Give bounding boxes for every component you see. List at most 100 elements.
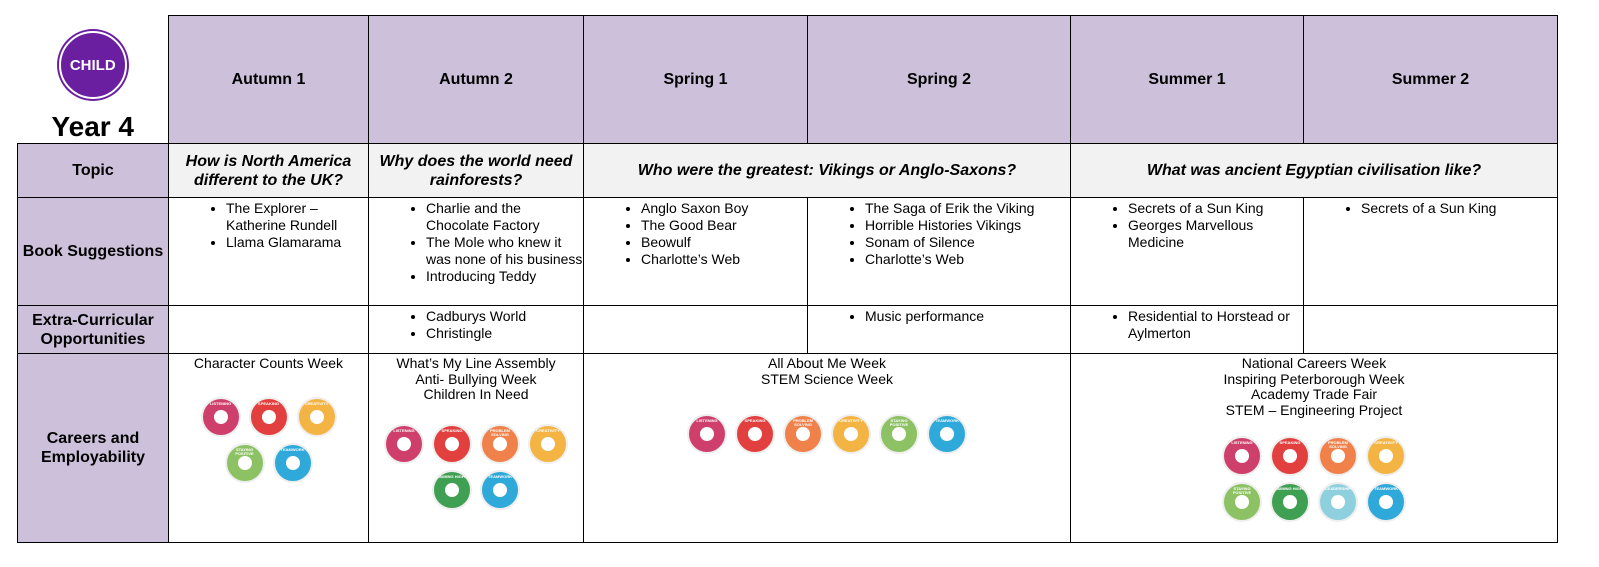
badge: SPEAKING [1270, 435, 1310, 476]
list-item: The Saga of Erik the Viking [865, 200, 1070, 217]
badge-icon [445, 437, 459, 452]
curriculum-table: CHILD Year 4 Autumn 1 Autumn 2 Spring 1 S… [17, 15, 1558, 543]
badge-label: CREATIVITY [304, 400, 329, 406]
books: Secrets of a Sun King [1303, 197, 1558, 306]
badge: PROBLEM SOLVING [783, 414, 823, 455]
list-item: Secrets of a Sun King [1361, 200, 1557, 217]
term: Spring 2 [807, 15, 1071, 144]
event: National Careers Week [1241, 355, 1387, 371]
extra: Music performance [807, 305, 1071, 354]
topic: How is North America different to the UK… [168, 143, 369, 198]
list-item: Charlotte’s Web [641, 251, 807, 268]
list-item: Charlotte’s Web [865, 251, 1070, 268]
badges: LISTENING SPEAKING PROBLEM SOLVING CREATIVI… [667, 411, 987, 457]
careers: National Careers Week Inspiring Peterboro… [1070, 353, 1558, 543]
badge-icon [748, 427, 762, 442]
badge: STAYING POSITIVE [224, 442, 265, 483]
badge-label: LISTENING [209, 400, 232, 406]
badge: STAYING POSITIVE [879, 414, 919, 455]
row-label: Topic [17, 143, 169, 198]
logo: CHILD [58, 31, 127, 99]
badge-icon [541, 437, 555, 452]
badge-label: SPEAKING [744, 418, 766, 424]
books: Secrets of a Sun KingGeorges Marvellous … [1070, 197, 1304, 306]
term: Autumn 2 [368, 15, 584, 144]
event: STEM – Engineering Project [1225, 402, 1403, 419]
badge-icon [237, 455, 252, 470]
careers: What’s My Line Assembly Anti- Bullying We… [368, 353, 584, 543]
career-group: Character Counts Week LISTENING SPEAKING CR… [169, 355, 368, 486]
list: Secrets of a Sun King [1304, 200, 1557, 217]
row-label: Book Suggestions [17, 197, 169, 306]
badge: PROBLEM SOLVING [480, 424, 520, 465]
badges: LISTENING SPEAKING PROBLEM SOLVING CREATIVI… [376, 421, 576, 513]
badge-icon [1235, 448, 1249, 463]
badge: STAYING POSITIVE [1222, 481, 1262, 522]
badge: SPEAKING [248, 396, 289, 437]
badge: SPEAKING [432, 424, 472, 465]
list: Music performance [808, 308, 1070, 325]
list-item: Introducing Teddy [426, 268, 583, 285]
list-item: Christingle [426, 325, 583, 342]
list: The Saga of Erik the VikingHorrible Hist… [808, 200, 1070, 268]
corner: CHILD Year 4 [17, 15, 169, 144]
badge-icon [493, 437, 507, 452]
list-item: The Mole who knew it was none of his bus… [426, 234, 583, 268]
badge: LISTENING [200, 396, 241, 437]
term: Summer 2 [1303, 15, 1558, 144]
event: Inspiring Peterborough Week [1223, 370, 1405, 387]
books: Anglo Saxon BoyThe Good BearBeowulfCharl… [583, 197, 808, 306]
extra [1303, 305, 1558, 354]
list-item: Georges Marvellous Medicine [1128, 217, 1303, 251]
badge-label: STAYING POSITIVE [235, 446, 254, 456]
badge-icon [493, 483, 507, 498]
badge-label: LISTENING [1231, 439, 1253, 445]
books: Charlie and the Chocolate FactoryThe Mol… [368, 197, 584, 306]
extra: Residential to Horstead or Aylmerton [1070, 305, 1304, 354]
badge-label: LISTENING [393, 428, 415, 434]
badge: CREATIVITY [528, 424, 568, 465]
list-item: Cadburys World [426, 308, 583, 325]
event: Academy Trade Fair [1250, 386, 1378, 403]
career-group: What’s My Line Assembly Anti- Bullying We… [369, 355, 583, 513]
badge-label: LISTENING [696, 418, 718, 424]
badge-label: STAYING POSITIVE [889, 418, 909, 428]
badge-icon [892, 427, 906, 442]
badge: CREATIVITY [296, 396, 337, 437]
badge-label: PROBLEM SOLVING [1328, 439, 1348, 449]
topic: What was ancient Egyptian civilisation l… [1070, 143, 1558, 198]
event: Children In Need [423, 386, 529, 403]
badge-label: STAYING POSITIVE [1232, 485, 1252, 495]
badge-icon [1379, 494, 1393, 509]
careers: Character Counts Week LISTENING SPEAKING CR… [168, 353, 369, 543]
topic: Who were the greatest: Vikings or Anglo-… [583, 143, 1071, 198]
badge: LISTENING [687, 414, 727, 455]
list: Anglo Saxon BoyThe Good BearBeowulfCharl… [584, 200, 807, 268]
badge-label: SPEAKING [258, 400, 279, 406]
list-item: Charlie and the Chocolate Factory [426, 200, 583, 234]
topic: Why does the world need rainforests? [368, 143, 584, 198]
row-label: Careers and Employability [17, 353, 169, 543]
badge-icon [940, 427, 954, 442]
list-item: Music performance [865, 308, 1070, 325]
badge-icon [796, 427, 810, 442]
careers: All About Me Week STEM Science Week LISTEN… [583, 353, 1071, 543]
badge-icon [1331, 448, 1345, 463]
books: The Explorer – Katherine RundellLlama Gl… [168, 197, 369, 306]
list-item: Horrible Histories Vikings [865, 217, 1070, 234]
list: The Explorer – Katherine RundellLlama Gl… [169, 200, 368, 251]
badge-icon [285, 455, 300, 470]
badge: TEAMWORK [272, 442, 313, 483]
badge-icon [213, 409, 228, 424]
event: What’s My Line Assembly [396, 355, 556, 371]
badge: CREATIVITY [1366, 435, 1406, 476]
badge-label: CREATIVITY [1374, 439, 1398, 445]
badge-label: PROBLEM SOLVING [490, 428, 510, 438]
badge-icon [1283, 494, 1297, 509]
badge: TEAMWORK [927, 414, 967, 455]
career-group: National Careers Week Inspiring Peterboro… [1071, 355, 1557, 525]
year: Year 4 [51, 111, 135, 142]
list-item: The Explorer – Katherine Rundell [226, 200, 368, 234]
